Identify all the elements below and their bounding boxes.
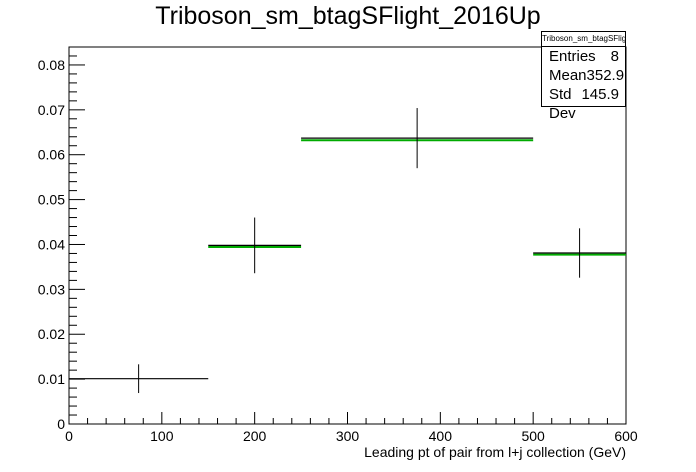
data-layer [69,108,626,394]
x-tick-label: 300 [336,428,360,444]
y-tick-label: 0.07 [38,102,65,118]
y-tick-label: 0.03 [38,281,65,297]
y-tick-label: 0.05 [38,192,65,208]
y-tick-label: 0.04 [38,236,65,252]
x-axis-title: Leading pt of pair from l+j collection (… [364,444,626,460]
x-tick-label: 500 [521,428,545,444]
axis-ticks: 0 100 200 300 400 500 600 0 0.01 0.02 0.03 0.04 0.05… [38,46,638,444]
x-tick-label: 0 [65,428,73,444]
stats-stddev-value: 145.9 [581,86,619,103]
x-tick-label: 600 [614,428,638,444]
y-tick-label: 0.08 [38,57,65,73]
stats-row-entries: Entries 8 [542,47,625,66]
stats-stddev-label: Std Dev [549,86,576,122]
stats-mean-label: Mean [549,67,587,84]
chart-title: Triboson_sm_btagSFlight_2016Up [155,2,541,30]
stats-box: Triboson_sm_btagSFlight_2016Up Entries 8… [541,31,626,122]
x-tick-label: 100 [150,428,174,444]
x-tick-label: 200 [243,428,267,444]
stats-entries-value: 8 [610,48,619,65]
y-tick-label: 0.02 [38,326,65,342]
stats-mean-value: 352.9 [586,67,625,84]
stats-box-title: Triboson_sm_btagSFlight_2016Up [542,32,625,47]
y-tick-label: 0.01 [38,371,65,387]
y-tick-label: 0 [57,416,65,432]
y-tick-label: 0.06 [38,147,65,163]
stats-row-stddev: Std Dev 145.9 [542,85,625,122]
stats-row-mean: Mean 352.9 [542,66,625,85]
x-tick-label: 400 [429,428,453,444]
stats-entries-label: Entries [549,48,596,65]
